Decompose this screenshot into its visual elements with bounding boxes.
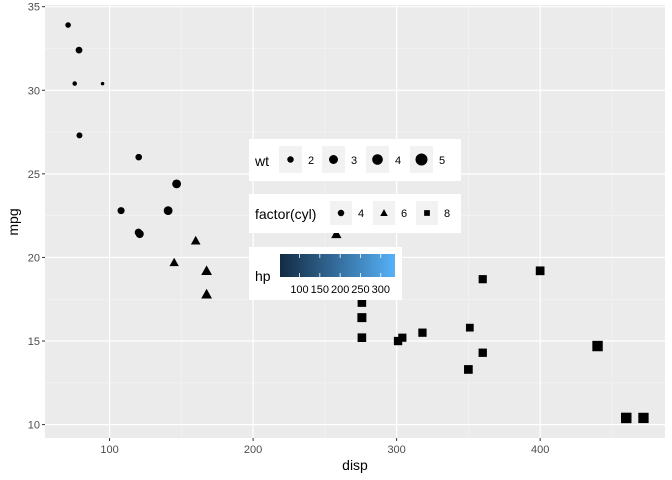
data-point [76,132,83,139]
data-point [418,328,427,337]
points-layer [65,22,649,424]
x-axis: 100 200 300 400 [100,438,549,456]
legend-hp-label: 150 [311,284,329,296]
legend-wt-label: 4 [395,155,401,167]
legend-wt-symbol [329,155,338,164]
data-point [393,336,403,346]
legend-cyl-title: factor(cyl) [255,206,316,222]
legend-cyl: factor(cyl) 4 6 8 [249,194,461,233]
data-point [135,153,143,161]
data-point [190,235,201,245]
data-point [638,412,649,424]
data-point [163,206,173,216]
legend-cyl-label: 4 [358,208,364,220]
data-point [100,81,105,86]
legend-cyl-symbol [424,210,430,216]
data-point [72,81,77,86]
data-point [478,275,487,284]
data-point [135,229,144,239]
data-point [169,257,179,267]
x-tick-label: 300 [387,444,405,456]
y-tick-label: 30 [28,85,40,97]
y-tick-label: 25 [28,169,40,181]
data-point [75,46,83,54]
legend-wt: wt 2 3 4 5 [249,139,461,181]
data-point [478,348,487,357]
data-point [201,288,212,299]
data-point [621,412,632,424]
y-axis: 10 15 20 25 30 35 [28,2,45,432]
y-tick-label: 15 [28,336,40,348]
data-point [117,207,125,215]
legend-cyl-symbol [337,209,345,217]
x-tick-label: 200 [244,444,262,456]
data-point [535,266,545,276]
legend-wt-symbol [287,156,294,163]
data-point [357,313,367,323]
legend-wt-symbol [372,154,383,165]
x-tick-label: 100 [100,444,118,456]
legend-cyl-label: 8 [444,208,450,220]
hp-colorbar [280,254,395,277]
legend-wt-title: wt [254,153,269,169]
data-point [201,265,212,276]
x-axis-title: disp [342,457,368,473]
x-tick-label: 400 [531,444,549,456]
legend-hp-label: 300 [372,284,390,296]
legend-hp-title: hp [255,268,271,284]
data-point [331,228,342,239]
legend-cyl-symbol [380,209,388,216]
y-tick-label: 10 [28,420,40,432]
legend-wt-symbol [415,153,428,166]
legend-hp-label: 250 [351,284,369,296]
data-point [357,298,367,307]
legend-hp-label: 200 [331,284,349,296]
data-point [464,365,473,374]
data-point [592,340,603,352]
data-point [465,323,474,332]
data-point [172,179,182,189]
y-axis-title: mpg [5,208,21,235]
legend-hp-label: 100 [290,284,308,296]
y-tick-label: 35 [28,2,40,14]
data-point [357,333,367,343]
y-tick-label: 20 [28,252,40,264]
legend-wt-label: 3 [351,155,357,167]
data-point [398,333,407,342]
legend-wt-label: 5 [439,155,445,167]
legend-cyl-label: 6 [401,208,407,220]
legend-wt-label: 2 [308,155,314,167]
legend-hp: hp 100 150 200 250 300 [249,247,402,300]
data-point [65,22,71,28]
